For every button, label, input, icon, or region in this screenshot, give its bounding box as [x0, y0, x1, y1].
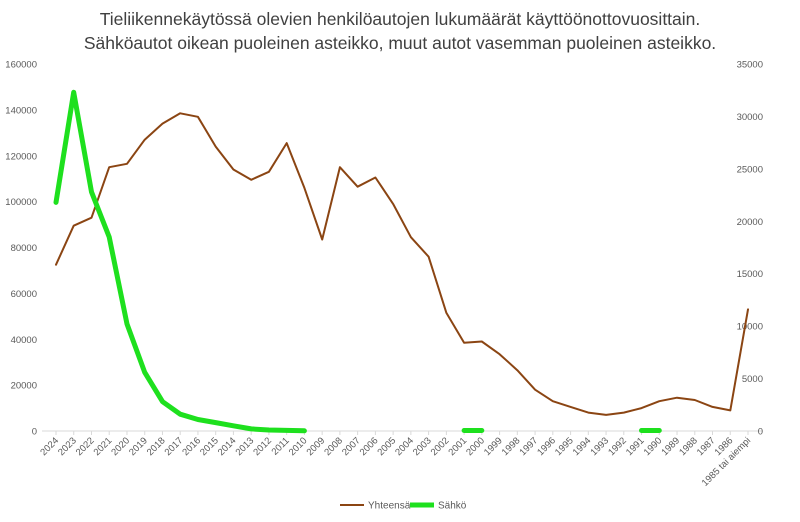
x-tick-label: 2006: [358, 435, 381, 458]
x-tick-label: 2010: [287, 435, 310, 458]
y-right-tick-label: 30000: [737, 112, 763, 123]
x-tick-label: 2008: [322, 435, 345, 458]
chart-title-line-2: Sähköautot oikean puoleinen asteikko, mu…: [83, 33, 717, 53]
x-tick-label: 2017: [163, 435, 186, 458]
x-tick-label: 2015: [198, 435, 221, 458]
x-tick-label: 1991: [624, 435, 647, 458]
x-tick-label: 2013: [234, 435, 257, 458]
x-tick-label: 1993: [588, 435, 611, 458]
x-tick-label: 1987: [695, 435, 718, 458]
x-tick-label: 2001: [446, 435, 469, 458]
x-tick-label: 2020: [109, 435, 132, 458]
x-tick-label: 1998: [500, 435, 523, 458]
legend-label: Yhteensä: [368, 501, 411, 512]
legend-label: Sähkö: [438, 501, 467, 512]
y-left-tick-label: 160000: [5, 60, 37, 71]
y-left-tick-label: 80000: [11, 243, 37, 254]
x-tick-label: 2024: [38, 435, 61, 458]
y-left-tick-label: 60000: [11, 289, 37, 300]
x-tick-label: 2012: [251, 435, 274, 458]
x-tick-label: 2000: [464, 435, 487, 458]
y-right-tick-label: 35000: [737, 60, 763, 71]
x-tick-label: 1992: [606, 435, 629, 458]
x-tick-label: 1994: [571, 435, 594, 458]
y-left-tick-label: 100000: [5, 197, 37, 208]
x-tick-label: 1989: [659, 435, 682, 458]
y-left-tick-label: 140000: [5, 105, 37, 116]
x-tick-label: 1990: [642, 435, 665, 458]
y-right-tick-label: 15000: [737, 269, 763, 280]
x-tick-label: 2002: [429, 435, 452, 458]
y-right-tick-label: 0: [758, 427, 763, 438]
y-right-tick-label: 5000: [742, 374, 763, 385]
x-tick-label: 2003: [411, 435, 434, 458]
x-tick-label: 1995: [553, 435, 576, 458]
y-left-tick-label: 40000: [11, 335, 37, 346]
x-tick-label: 1999: [482, 435, 505, 458]
x-tick-label: 2021: [92, 435, 115, 458]
y-left-tick-label: 20000: [11, 381, 37, 392]
y-right-tick-label: 10000: [737, 322, 763, 333]
x-tick-label: 1996: [535, 435, 558, 458]
series-line-sahko: [53, 89, 307, 434]
x-tick-label: 2019: [127, 435, 150, 458]
x-tick-label: 2014: [216, 435, 239, 458]
x-tick-label: 2011: [270, 435, 292, 457]
y-right-tick-label: 25000: [737, 164, 763, 175]
x-tick-label: 2023: [56, 435, 79, 458]
x-tick-label: 2016: [180, 435, 203, 458]
y-left-tick-label: 0: [32, 427, 37, 438]
chart-title-line-1: Tieliikennekäytössä olevien henkilöautoj…: [99, 9, 701, 29]
x-tick-label: 1988: [677, 435, 700, 458]
x-tick-label: 2022: [74, 435, 97, 458]
x-tick-label: 2005: [376, 435, 399, 458]
x-tick-label: 1997: [517, 435, 540, 458]
x-tick-label: 2018: [145, 435, 168, 458]
y-left-tick-label: 120000: [5, 151, 37, 162]
x-tick-label: 2009: [305, 435, 328, 458]
series-line-yhteensa: [55, 112, 749, 416]
x-tick-label: 2007: [340, 435, 363, 458]
x-tick-label: 2004: [393, 435, 416, 458]
y-right-tick-label: 20000: [737, 217, 763, 228]
